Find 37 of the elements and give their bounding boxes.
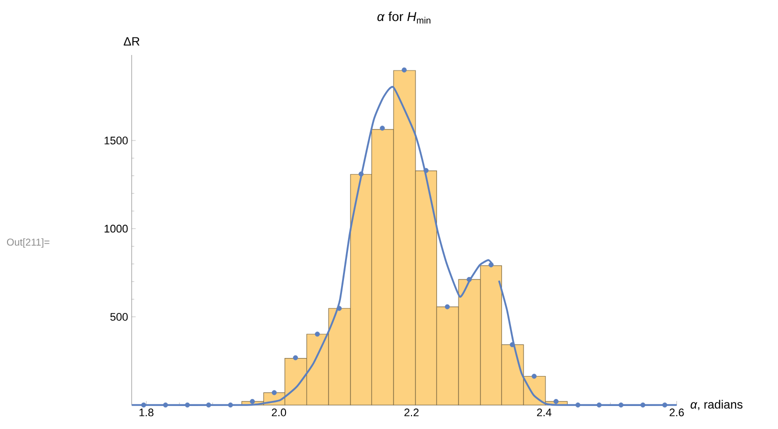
x-axis-title: α, radians — [690, 400, 742, 410]
point — [163, 402, 168, 408]
point — [596, 402, 602, 408]
point — [272, 390, 277, 396]
point — [141, 402, 146, 408]
x-tick-label: 1.8 — [140, 408, 154, 416]
y-tick-label: 500 — [110, 312, 128, 321]
x-tick-label: 2.4 — [537, 408, 552, 416]
y-tick-label: 1000 — [104, 224, 128, 233]
point — [488, 262, 494, 268]
point — [336, 306, 342, 311]
x-tick-label: 2.6 — [670, 408, 684, 416]
point — [424, 168, 429, 173]
point — [184, 402, 190, 408]
point — [640, 402, 646, 408]
x-tick-label: 2.0 — [272, 408, 286, 416]
point — [510, 342, 515, 348]
point — [466, 276, 472, 282]
point — [314, 332, 320, 337]
point — [532, 374, 537, 379]
point — [380, 126, 385, 131]
x-tick-label: 2.2 — [404, 408, 419, 416]
point — [618, 402, 624, 408]
point — [358, 172, 364, 177]
chart-title: α for H$_{min}$ — [377, 12, 430, 24]
y-axis-title: ΔR — [124, 37, 140, 46]
point — [228, 402, 233, 408]
y-tick-label: 1500 — [104, 136, 128, 144]
point — [444, 304, 450, 310]
point — [662, 402, 668, 408]
point — [206, 402, 212, 408]
point — [250, 398, 255, 404]
point — [292, 355, 298, 360]
text: Out[211]= — [6, 238, 50, 248]
point — [575, 402, 580, 408]
point — [402, 67, 407, 72]
point — [554, 398, 559, 404]
